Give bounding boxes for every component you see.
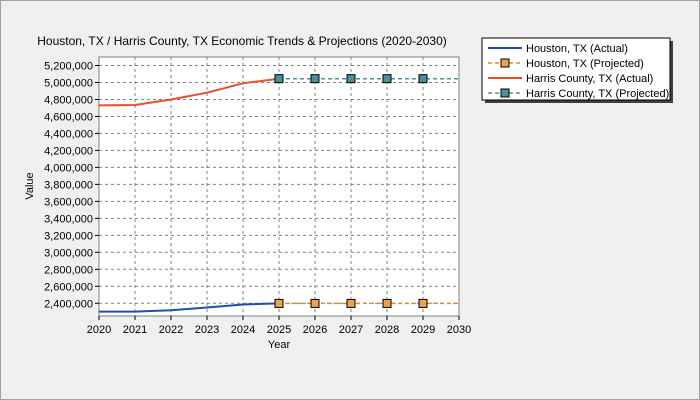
x-axis-ticks: 2020 2021 2022 2023 2024 2025 2026 2027 2028 2029… bbox=[87, 316, 471, 336]
x-tick-label: 2021 bbox=[123, 324, 147, 336]
series-marker-1 bbox=[274, 298, 284, 308]
legend-label-0: Houston, TX (Actual) bbox=[526, 43, 628, 55]
legend-label-3: Harris County, TX (Projected) bbox=[526, 88, 669, 100]
y-tick-label: 3,600,000 bbox=[44, 196, 93, 208]
x-tick-label: 2023 bbox=[195, 324, 219, 336]
y-tick-label: 4,400,000 bbox=[44, 128, 93, 140]
x-tick-label: 2026 bbox=[303, 324, 327, 336]
y-tick-label: 4,000,000 bbox=[44, 162, 93, 174]
x-axis-label: Year bbox=[268, 339, 291, 351]
y-tick-label: 5,000,000 bbox=[44, 77, 93, 89]
series-marker-3 bbox=[418, 74, 428, 84]
chart-title: Houston, TX / Harris County, TX Economic… bbox=[37, 34, 447, 48]
series-marker-1 bbox=[310, 298, 320, 308]
y-tick-label: 3,800,000 bbox=[44, 179, 93, 191]
y-tick-label: 2,400,000 bbox=[44, 298, 93, 310]
y-axis-ticks: 2,400,000 2,600,000 2,800,000 3,000,000 3,20… bbox=[44, 60, 99, 310]
x-tick-label: 2028 bbox=[375, 324, 399, 336]
series-line-2 bbox=[98, 77, 280, 107]
legend-label-1: Houston, TX (Projected) bbox=[526, 58, 644, 70]
series-marker-3 bbox=[310, 74, 320, 84]
y-tick-label: 3,200,000 bbox=[44, 230, 93, 242]
x-tick-label: 2025 bbox=[267, 324, 291, 336]
series-marker-1 bbox=[346, 298, 356, 308]
series-layer bbox=[98, 74, 459, 313]
legend: Houston, TX (Actual) Houston, TX (Project… bbox=[481, 37, 673, 103]
series-marker-1 bbox=[418, 298, 428, 308]
y-tick-label: 4,600,000 bbox=[44, 111, 93, 123]
y-tick-label: 5,200,000 bbox=[44, 60, 93, 72]
series-marker-3 bbox=[274, 74, 284, 84]
y-tick-label: 3,000,000 bbox=[44, 247, 93, 259]
x-tick-label: 2030 bbox=[447, 324, 471, 336]
y-tick-label: 2,800,000 bbox=[44, 264, 93, 276]
x-tick-label: 2029 bbox=[411, 324, 435, 336]
series-marker-1 bbox=[382, 298, 392, 308]
y-tick-label: 3,400,000 bbox=[44, 213, 93, 225]
x-tick-label: 2020 bbox=[87, 324, 111, 336]
legend-label-2: Harris County, TX (Actual) bbox=[526, 73, 653, 85]
y-axis-label: Value bbox=[24, 172, 36, 199]
legend-items: Houston, TX (Actual) Houston, TX (Project… bbox=[488, 43, 669, 100]
x-tick-label: 2024 bbox=[231, 324, 255, 336]
series-line-0 bbox=[99, 302, 280, 313]
legend-marker-1 bbox=[500, 58, 510, 68]
y-tick-label: 4,800,000 bbox=[44, 94, 93, 106]
y-tick-label: 2,600,000 bbox=[44, 281, 93, 293]
y-tick-label: 4,200,000 bbox=[44, 145, 93, 157]
x-tick-label: 2022 bbox=[159, 324, 183, 336]
x-tick-label: 2027 bbox=[339, 324, 363, 336]
series-marker-3 bbox=[346, 74, 356, 84]
legend-marker-3 bbox=[500, 88, 510, 98]
series-marker-3 bbox=[382, 74, 392, 84]
